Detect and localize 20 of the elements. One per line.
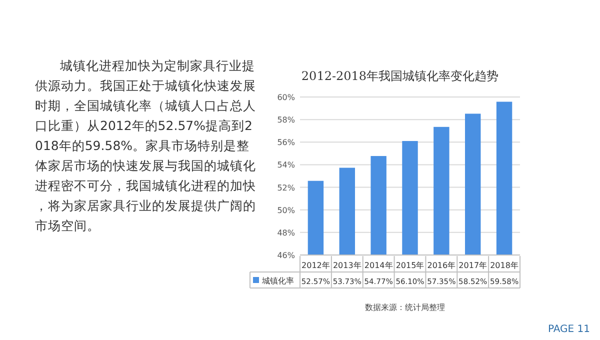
y-tick-label: 46% bbox=[277, 251, 296, 260]
y-tick-label: 52% bbox=[277, 183, 296, 192]
text: PAGE 11 bbox=[548, 324, 590, 335]
y-tick-label: 56% bbox=[277, 138, 296, 148]
legend-label: 城镇化率 bbox=[261, 276, 294, 286]
source-note: 数据来源：统计局整理 bbox=[365, 303, 445, 312]
x-tick-label: 2018年 bbox=[490, 261, 518, 270]
text: 城镇化进程加快为定制家具行业提供源动力。我国正处于城镇化快速发展时期，全国城镇化率（城镇人口占总人口比重）从2012年的52.57%提高到2018年的59.58%。家具市场特别是整体家居市场的快速发展与我国的城镇化进程密不可分，我国城镇化进程的加快，将为家居家具行业的发展提供广阔的市场空间。 bbox=[35, 58, 256, 233]
x-tick-label: 2016年 bbox=[427, 261, 456, 270]
y-tick-label: 58% bbox=[277, 116, 296, 125]
y-tick-label: 60% bbox=[277, 93, 296, 102]
x-tick-label: 2012年 bbox=[302, 261, 330, 270]
x-tick-label: 2014年 bbox=[364, 261, 393, 270]
y-tick-label: 54% bbox=[277, 160, 296, 170]
y-tick-label: 48% bbox=[277, 228, 296, 238]
x-tick-label: 2015年 bbox=[396, 261, 424, 270]
y-tick-label: 50% bbox=[277, 206, 296, 215]
chart-title: 2012-2018年我国城镇化率变化趋势 bbox=[301, 69, 499, 83]
x-tick-label: 2017年 bbox=[458, 261, 488, 270]
x-tick-label: 2013年 bbox=[332, 261, 362, 270]
